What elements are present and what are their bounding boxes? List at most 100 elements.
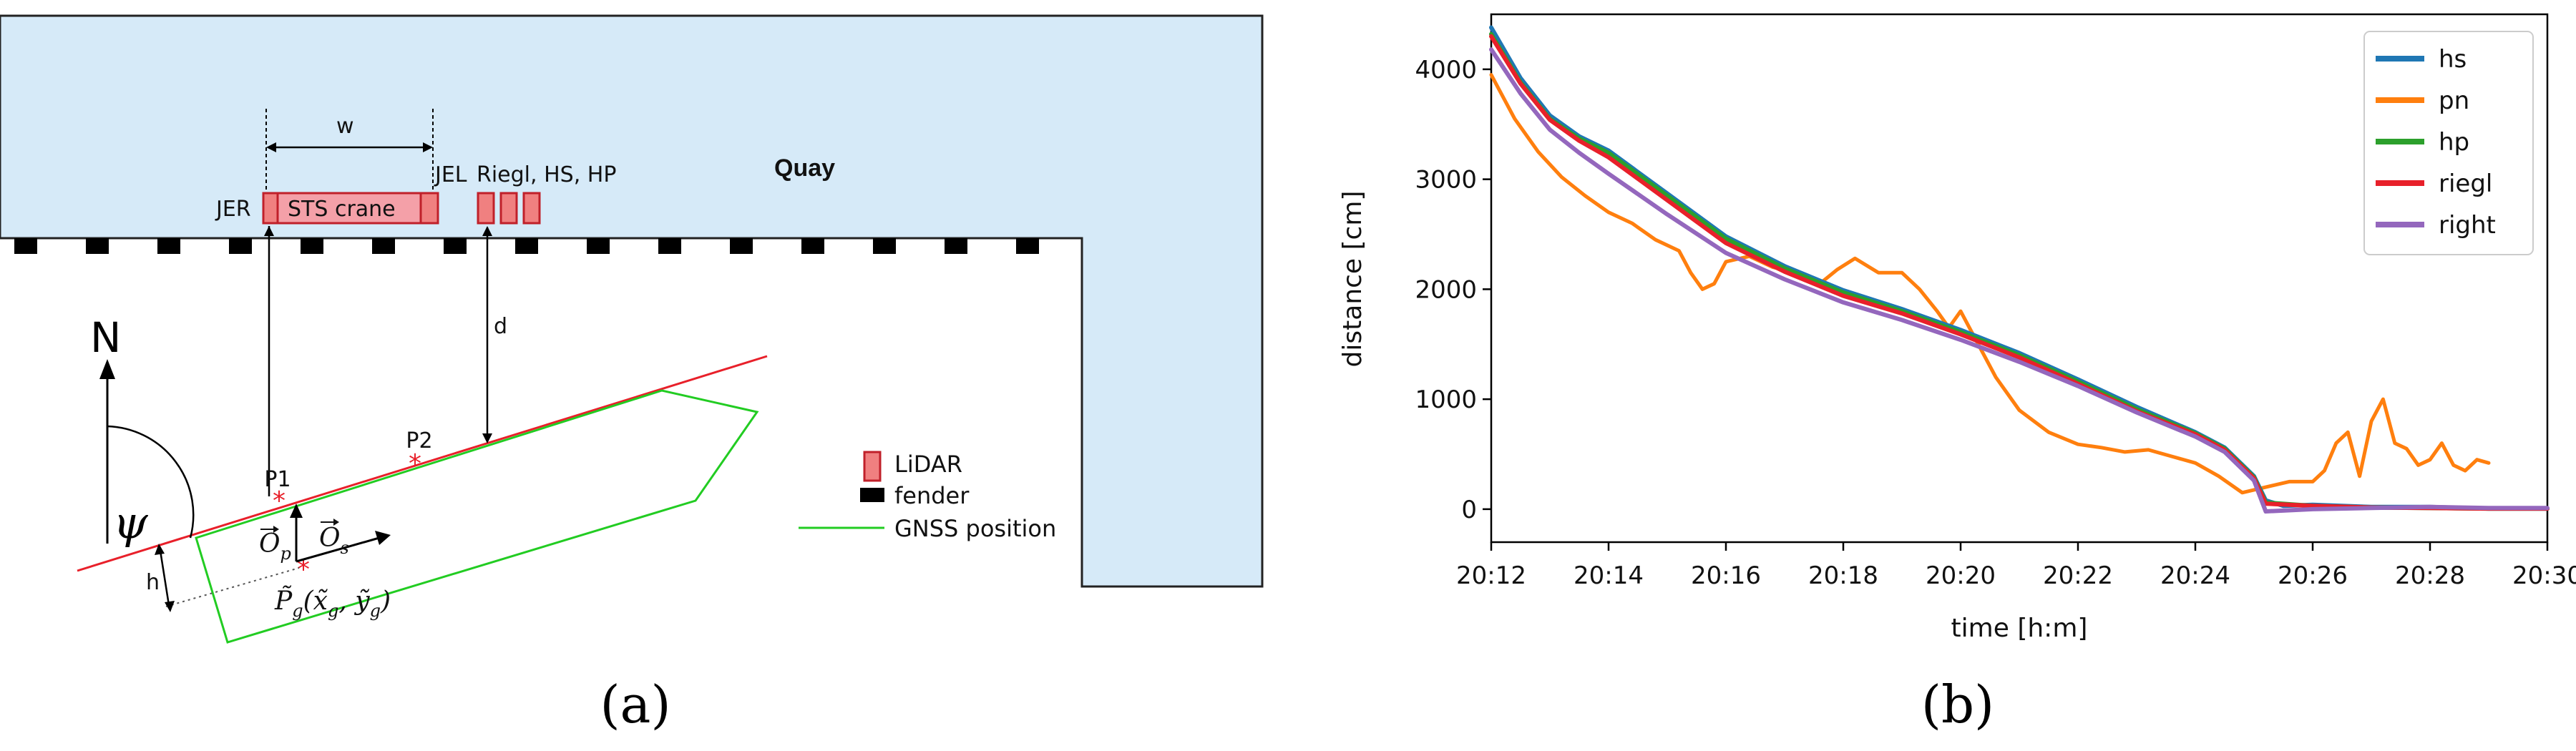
d-arrowhead-top <box>482 226 492 236</box>
x-tick-label: 20:12 <box>1456 561 1526 590</box>
w-arrowhead-left <box>266 142 276 152</box>
os-vector <box>296 536 380 563</box>
psi-angle-arc <box>107 425 195 539</box>
fender <box>801 238 824 254</box>
riegl-lidar <box>477 192 495 225</box>
jel-label: JEL <box>434 162 467 187</box>
y-tick-label: 4000 <box>1415 56 1477 84</box>
chart-legend-box <box>2363 31 2534 255</box>
p2-marker: * <box>409 449 421 478</box>
legend-fender-label: fender <box>894 482 970 509</box>
panel-a-diagram: Quay STS crane JER JEL <box>0 14 1264 735</box>
fender <box>658 238 681 254</box>
legend-label-right: right <box>2439 211 2496 240</box>
fender <box>372 238 395 254</box>
x-axis-label: time [h:m] <box>1951 614 2088 643</box>
op-label: Op <box>259 529 291 564</box>
fender <box>86 238 109 254</box>
y-tick-label: 1000 <box>1415 386 1477 414</box>
w-label: w <box>336 114 354 139</box>
h-dimension-arrow <box>159 550 170 606</box>
psi-label: ψ <box>113 496 149 549</box>
y-axis-label: distance [cm] <box>1338 191 1367 368</box>
y-tick-label: 0 <box>1461 496 1477 524</box>
fender <box>1016 238 1039 254</box>
fender <box>444 238 467 254</box>
heading-line <box>77 355 768 572</box>
series-line-riegl <box>1489 34 2550 511</box>
legend-fender-swatch <box>860 488 884 502</box>
h-arrowhead-bottom <box>165 601 175 612</box>
p1-marker: * <box>273 486 286 516</box>
d-label: d <box>494 314 507 339</box>
x-tick-label: 20:16 <box>1691 561 1761 590</box>
pg-marker: * <box>297 555 310 584</box>
north-label: N <box>90 313 121 362</box>
legend-label-pn: pn <box>2439 87 2469 115</box>
y-tick-label: 3000 <box>1415 166 1477 195</box>
series-lines <box>1489 25 2550 514</box>
fender <box>730 238 753 254</box>
os-label-overarrow-head <box>333 519 339 526</box>
fender <box>945 238 967 254</box>
legend-lidar-swatch <box>863 451 882 482</box>
legend-label-riegl: riegl <box>2439 170 2492 198</box>
y-tick-label: 2000 <box>1415 275 1477 304</box>
fender <box>587 238 610 254</box>
gnss-vessel-outline <box>195 389 759 644</box>
p1-label: P1 <box>264 467 291 492</box>
p2-label: P2 <box>406 428 432 453</box>
y-axis: 0 1000 2000 3000 4000 <box>1415 56 1491 524</box>
jer-arrowhead-top <box>264 226 274 236</box>
legend-label-hp: hp <box>2439 128 2469 157</box>
legend-lidar-label: LiDAR <box>894 451 962 478</box>
legend-label-hs: hs <box>2439 45 2467 74</box>
quay-area <box>0 14 1264 588</box>
op-label-overarrow-head <box>273 526 279 533</box>
x-tick-label: 20:20 <box>1926 561 1996 590</box>
x-tick-label: 20:14 <box>1574 561 1644 590</box>
sts-crane-label: STS crane <box>288 197 396 222</box>
d-arrowhead-bottom <box>482 433 492 443</box>
h-baseline-dotted <box>165 567 300 607</box>
os-label: Os <box>319 524 349 558</box>
fender <box>515 238 538 254</box>
series-line-right <box>1489 47 2550 514</box>
series-line-pn <box>1489 73 2491 495</box>
op-arrowhead <box>290 504 303 518</box>
pg-label: P̃g(x̃g, ỹg) <box>274 586 391 621</box>
fender-row <box>14 238 1039 254</box>
north-arrowhead <box>99 359 115 379</box>
x-tick-label: 20:22 <box>2043 561 2113 590</box>
x-tick-label: 20:26 <box>2278 561 2348 590</box>
jer-label: JER <box>215 197 251 222</box>
sensors-label: Riegl, HS, HP <box>477 162 616 187</box>
x-axis: 20:12 20:14 20:16 20:18 20:20 20:22 20:24 20:26… <box>1456 542 2576 590</box>
w-arrowhead-right <box>423 142 433 152</box>
legend-gnss-label: GNSS position <box>894 515 1056 542</box>
x-tick-label: 20:24 <box>2160 561 2230 590</box>
diagram-legend: LiDAR fender GNSS position <box>799 451 1056 542</box>
chart-legend: hs pn hp riegl right <box>2363 31 2534 255</box>
panel-a-caption: (a) <box>600 674 670 735</box>
jer-lidar <box>262 192 279 225</box>
fender <box>301 238 323 254</box>
hp-lidar <box>522 192 541 225</box>
h-label: h <box>146 570 160 595</box>
plot-frame <box>1490 13 2549 544</box>
os-arrowhead <box>375 531 391 545</box>
x-tick-label: 20:30 <box>2512 561 2576 590</box>
panel-b-caption: (b) <box>1921 674 1994 735</box>
h-arrowhead-top <box>155 544 165 555</box>
fender <box>14 238 37 254</box>
hs-lidar <box>499 192 518 225</box>
fender <box>157 238 180 254</box>
fender <box>873 238 896 254</box>
fender <box>229 238 252 254</box>
jel-lidar <box>419 192 439 225</box>
x-tick-label: 20:28 <box>2395 561 2465 590</box>
quay-label: Quay <box>774 154 835 182</box>
x-tick-label: 20:18 <box>1808 561 1878 590</box>
